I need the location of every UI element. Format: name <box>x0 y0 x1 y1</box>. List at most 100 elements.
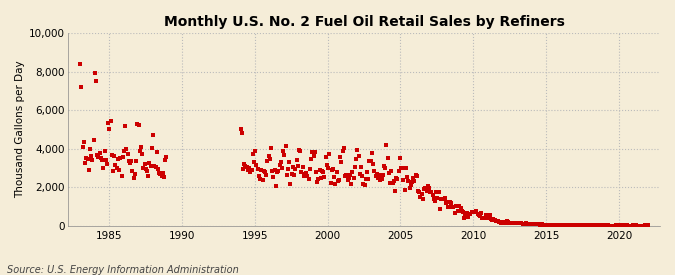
Point <box>509 221 520 225</box>
Point <box>157 171 168 175</box>
Point <box>541 222 552 227</box>
Text: Source: U.S. Energy Information Administration: Source: U.S. Energy Information Administ… <box>7 265 238 275</box>
Point <box>491 219 502 223</box>
Point <box>245 169 256 174</box>
Point <box>126 159 136 164</box>
Point <box>570 223 580 228</box>
Point <box>415 195 426 199</box>
Point <box>105 119 116 123</box>
Point <box>423 184 433 188</box>
Point <box>620 223 631 228</box>
Point <box>587 223 597 228</box>
Point <box>383 171 394 176</box>
Point <box>516 221 526 225</box>
Point <box>510 221 520 226</box>
Point <box>263 154 274 159</box>
Point <box>517 221 528 226</box>
Point <box>115 156 126 160</box>
Point <box>122 152 133 156</box>
Point <box>78 140 89 144</box>
Point <box>82 156 93 161</box>
Point <box>140 167 151 171</box>
Point <box>444 200 455 204</box>
Point <box>641 224 652 228</box>
Point <box>437 197 448 201</box>
Point <box>394 169 404 173</box>
Point <box>406 180 417 185</box>
Point <box>351 157 362 162</box>
Point <box>302 173 313 178</box>
Point <box>288 164 298 169</box>
Point <box>493 219 504 223</box>
Point <box>462 215 473 220</box>
Point <box>277 149 288 153</box>
Point <box>500 221 511 225</box>
Point <box>387 181 398 185</box>
Point <box>77 145 88 150</box>
Point <box>103 121 113 125</box>
Point <box>312 179 323 184</box>
Point <box>307 150 318 154</box>
Point <box>143 174 154 178</box>
Point <box>425 190 435 195</box>
Point <box>605 224 616 228</box>
Point <box>550 222 561 227</box>
Point <box>497 220 508 225</box>
Point <box>374 173 385 177</box>
Point <box>613 224 624 228</box>
Point <box>625 223 636 228</box>
Point <box>95 151 105 155</box>
Point <box>602 223 613 228</box>
Point <box>599 223 610 228</box>
Point <box>585 223 596 227</box>
Point <box>292 164 303 169</box>
Y-axis label: Thousand Gallons per Day: Thousand Gallons per Day <box>15 60 25 198</box>
Point <box>485 213 495 217</box>
Point <box>156 174 167 178</box>
Point <box>313 177 324 182</box>
Point <box>402 175 412 179</box>
Point <box>454 204 465 208</box>
Point <box>382 156 393 160</box>
Point <box>619 223 630 228</box>
Point <box>420 185 431 190</box>
Point <box>391 176 402 180</box>
Point <box>389 189 400 193</box>
Point <box>595 223 605 227</box>
Point <box>631 223 642 228</box>
Point <box>489 218 500 222</box>
Point <box>488 217 499 221</box>
Point <box>325 180 336 185</box>
Point <box>113 168 124 172</box>
Point <box>610 223 620 228</box>
Point <box>555 223 566 227</box>
Point <box>538 222 549 227</box>
Point <box>606 224 617 228</box>
Point <box>460 214 471 218</box>
Point <box>572 223 583 227</box>
Point <box>635 223 646 228</box>
Point <box>568 223 579 227</box>
Point <box>491 219 502 223</box>
Point <box>624 223 635 228</box>
Point <box>473 213 484 217</box>
Point <box>104 126 115 131</box>
Point <box>456 208 467 213</box>
Point <box>580 223 591 227</box>
Point <box>446 201 456 205</box>
Point <box>616 224 626 228</box>
Point <box>121 147 132 151</box>
Point <box>597 223 608 227</box>
Point <box>107 153 117 157</box>
Point <box>119 149 130 153</box>
Point <box>448 205 459 209</box>
Point <box>476 211 487 215</box>
Point <box>558 223 568 227</box>
Point <box>107 169 118 173</box>
Point <box>151 150 162 155</box>
Point <box>549 222 560 227</box>
Point <box>520 222 531 226</box>
Point <box>323 166 333 170</box>
Point <box>98 166 109 170</box>
Point <box>590 223 601 227</box>
